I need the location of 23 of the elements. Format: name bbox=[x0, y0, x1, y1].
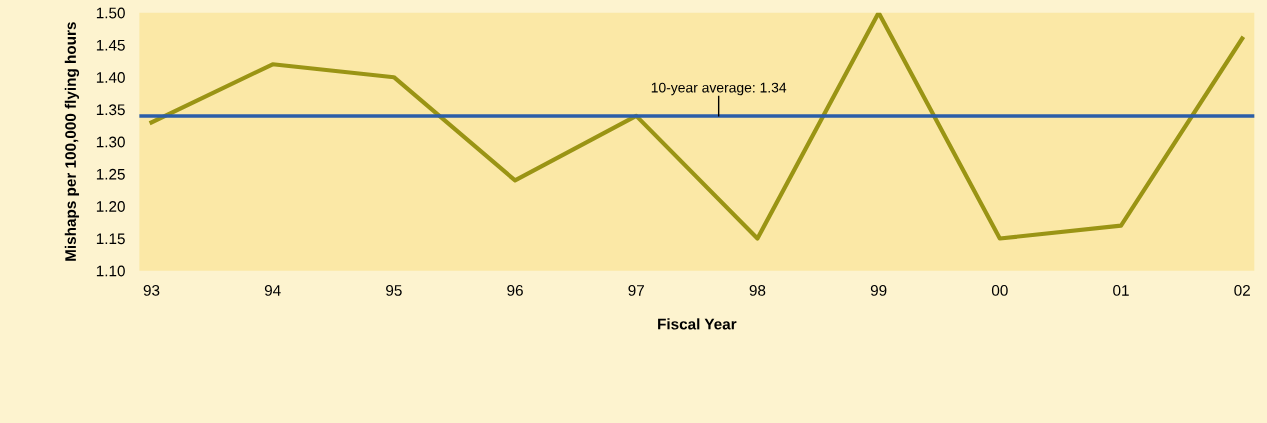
y-tick-label: 1.15 bbox=[96, 233, 125, 245]
y-tick-label: 1.30 bbox=[96, 136, 125, 148]
y-tick-label: 1.10 bbox=[96, 265, 125, 277]
x-tick-label: 98 bbox=[749, 285, 766, 296]
y-tick-label: 1.20 bbox=[96, 201, 125, 212]
x-tick-label: 02 bbox=[1234, 285, 1250, 296]
y-tick-label: 1.50 bbox=[96, 7, 125, 19]
x-tick-label: 96 bbox=[507, 285, 523, 296]
y-tick-label: 1.25 bbox=[96, 168, 125, 180]
x-tick-label: 94 bbox=[264, 285, 281, 296]
y-axis-title: Mishaps per 100,000 flying hours bbox=[64, 22, 80, 261]
x-tick-label: 93 bbox=[143, 285, 160, 296]
y-tick-label: 1.45 bbox=[96, 39, 125, 51]
x-tick-label: 97 bbox=[628, 285, 644, 296]
x-tick-label: 00 bbox=[991, 285, 1008, 296]
ref-line-label: 10-year average: 1.34 bbox=[651, 82, 787, 96]
x-tick-label: 99 bbox=[870, 285, 887, 296]
y-tick-label: 1.35 bbox=[96, 104, 125, 116]
x-tick-label: 01 bbox=[1113, 285, 1129, 296]
y-tick-label: 1.40 bbox=[96, 72, 125, 83]
line-series bbox=[149, 12, 1245, 241]
x-tick-label: 95 bbox=[386, 285, 402, 296]
x-axis-title: Fiscal Year bbox=[658, 318, 737, 330]
